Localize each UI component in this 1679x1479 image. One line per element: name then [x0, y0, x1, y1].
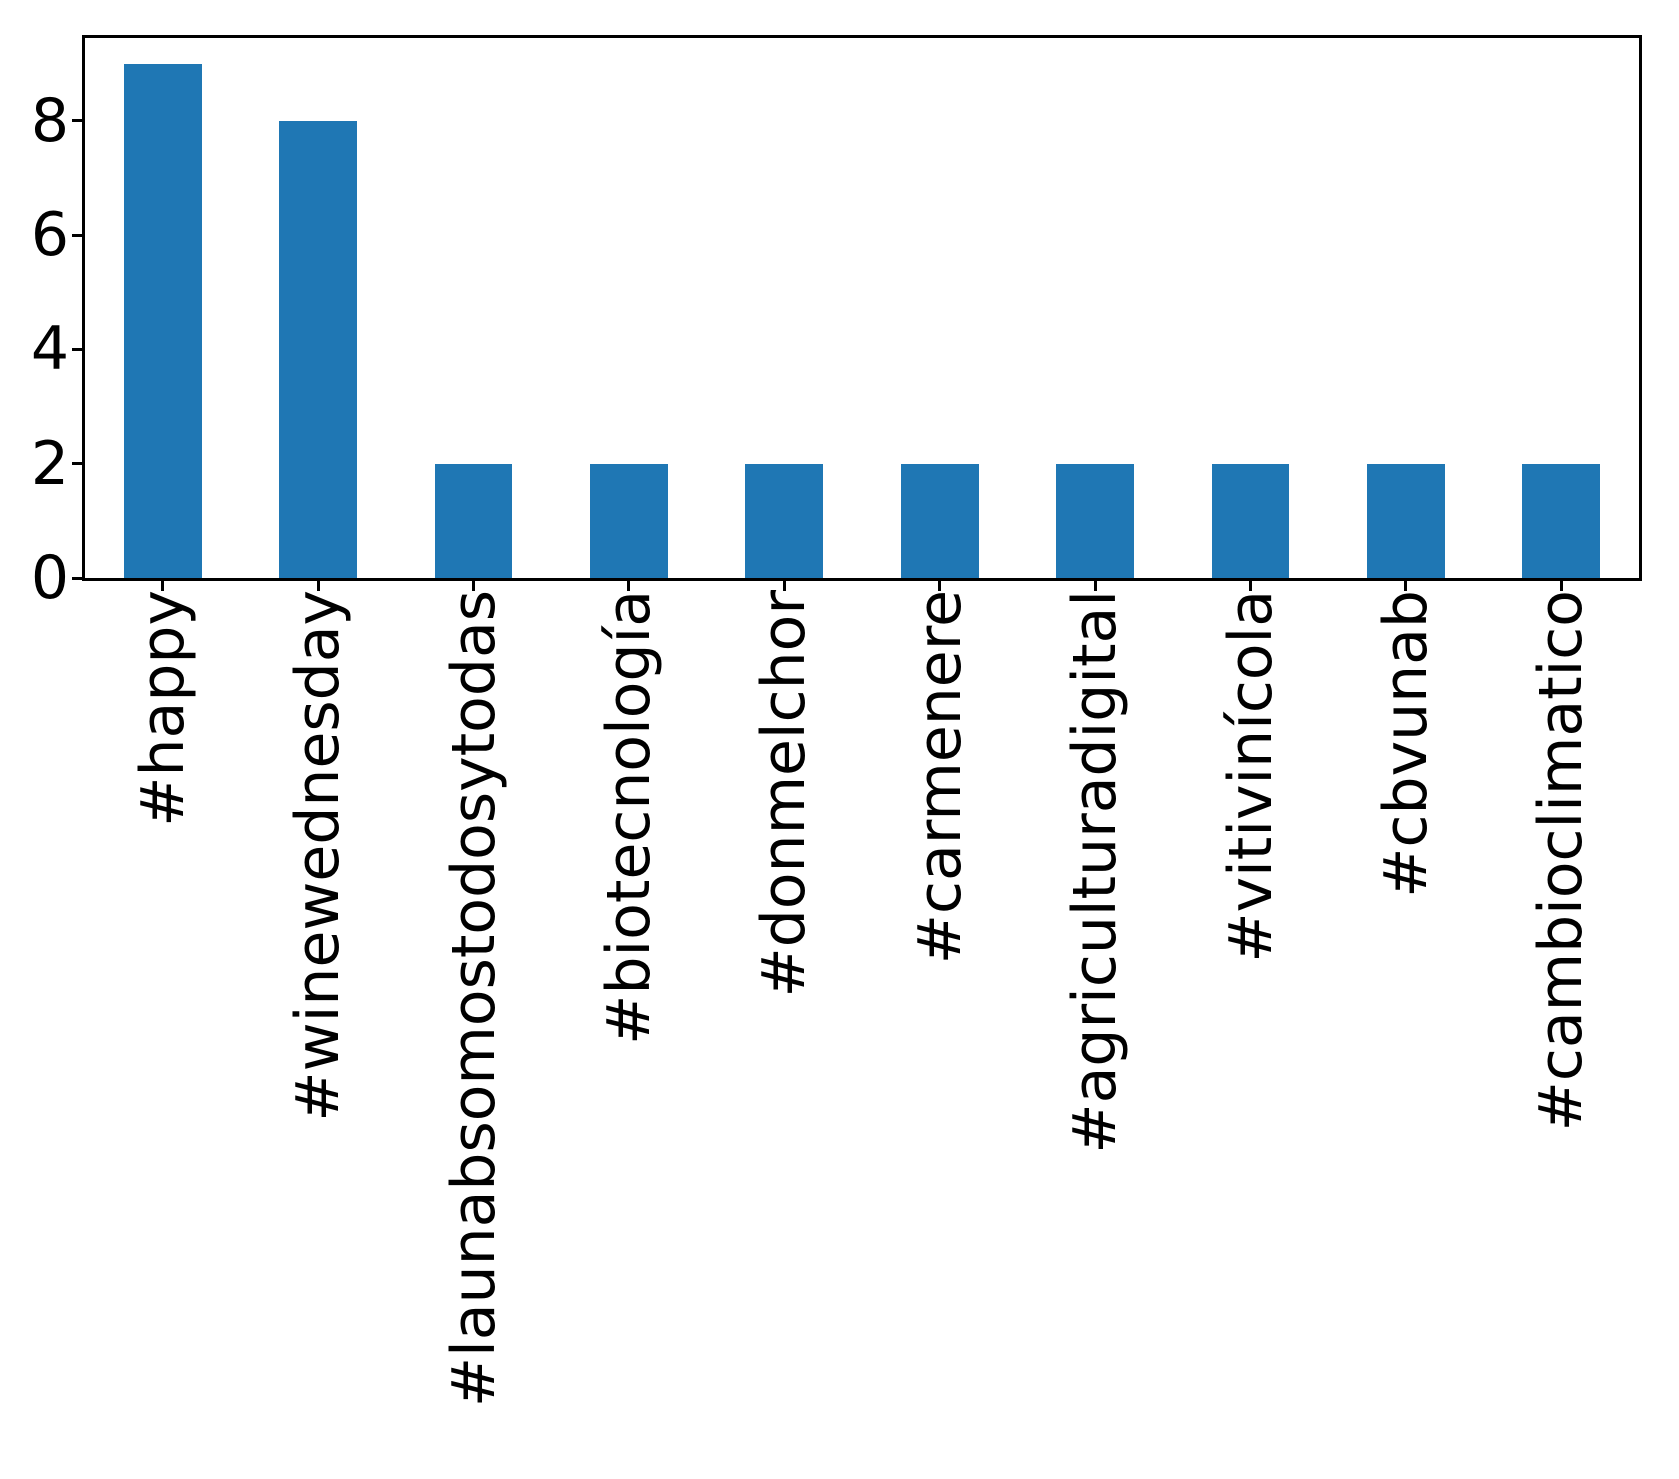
y-tick-mark: [72, 119, 82, 123]
x-tick-mark: [782, 581, 786, 591]
y-tick-label: 8: [30, 85, 69, 156]
x-tick-label: #donmelchor: [749, 590, 820, 998]
bar: [434, 463, 513, 578]
bar: [1522, 463, 1601, 578]
x-tick-mark: [1559, 581, 1563, 591]
bar: [1367, 463, 1445, 578]
bar: [1211, 463, 1290, 578]
y-tick-mark: [72, 462, 82, 466]
bar: [123, 63, 202, 578]
x-tick-mark: [1404, 581, 1408, 591]
x-tick-mark: [472, 581, 475, 591]
x-tick-label: #cambioclimatico: [1526, 590, 1597, 1132]
x-tick-label: #winewednesday: [283, 590, 354, 1122]
x-tick-label: #carmenere: [904, 590, 975, 965]
y-tick-label: 4: [30, 314, 69, 385]
y-tick-label: 6: [30, 200, 69, 271]
bar: [590, 463, 668, 578]
x-tick-mark: [938, 581, 942, 591]
plot-area: 0 2 4 6 8 #happy #winewednesday #launabsomostod…: [31, 35, 1642, 1407]
y-tick-label: 2: [30, 428, 69, 499]
y-tick-mark: [72, 576, 82, 580]
x-tick-label: #launabsomostodosytodas: [438, 590, 509, 1408]
x-tick-label: #happy: [127, 590, 198, 827]
x-tick-mark: [1093, 581, 1097, 591]
x-tick-mark: [161, 581, 165, 591]
x-tick-label: #agriculturadigital: [1060, 590, 1131, 1154]
x-tick-label: #vitivinícola: [1215, 590, 1286, 963]
bar: [1056, 463, 1134, 578]
y-tick-mark: [72, 347, 82, 351]
x-tick-label: #cbvunab: [1370, 590, 1441, 898]
x-tick-mark: [1249, 581, 1252, 591]
bar: [745, 463, 824, 578]
bar: [900, 463, 979, 578]
x-tick-mark: [316, 581, 320, 591]
x-tick-mark: [627, 581, 631, 591]
x-tick-label: #biotecnología: [593, 590, 664, 1045]
bar: [279, 120, 357, 578]
y-tick-mark: [72, 233, 82, 237]
y-tick-label: 0: [30, 543, 69, 613]
